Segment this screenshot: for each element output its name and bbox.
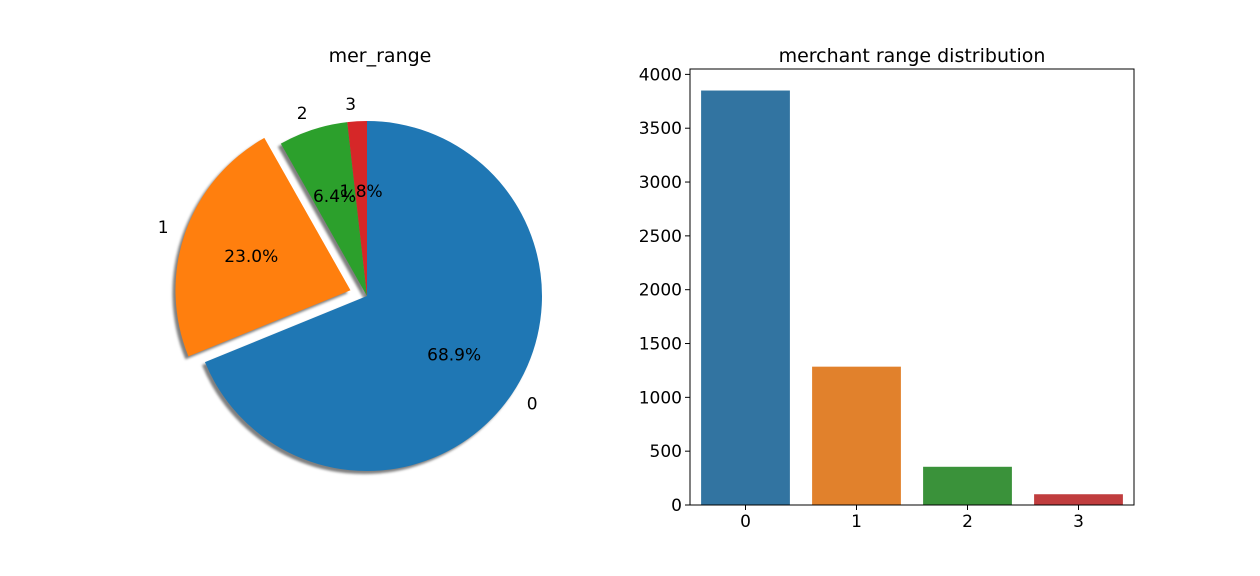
- y-tick-label: 2000: [639, 281, 682, 301]
- pie-chart: mer_range 0 68.9% 1 23.0% 2 6.4% 3 1.8%: [158, 45, 543, 475]
- pie-slice-3: [347, 121, 367, 296]
- y-tick-label: 3500: [639, 119, 682, 139]
- pie-percent-label: 1.8%: [339, 182, 382, 202]
- pie-category-label: 0: [527, 394, 538, 414]
- y-tick-label: 1500: [639, 335, 682, 355]
- plot-frame: [689, 68, 1135, 506]
- pie-slice-2: [280, 122, 367, 297]
- pie-slice-1: [175, 137, 351, 357]
- x-tick-label: 0: [740, 512, 751, 532]
- y-tick-label: 4000: [639, 65, 682, 85]
- bar-series: [701, 90, 1123, 506]
- pie-labels: 0 68.9% 1 23.0% 2 6.4% 3 1.8%: [158, 95, 538, 415]
- pie-slice-0: [204, 121, 543, 472]
- pie-chart-title: mer_range: [329, 45, 432, 67]
- pie-category-label: 1: [158, 218, 169, 238]
- y-tick-label: 500: [650, 442, 682, 462]
- pie-category-label: 2: [297, 104, 308, 124]
- pie-category-label: 3: [345, 95, 356, 115]
- pie-slices: [175, 121, 543, 472]
- bar-3: [1034, 494, 1123, 505]
- x-axis: 0 1 2 3: [740, 505, 1084, 532]
- pie-percent-label: 68.9%: [427, 346, 481, 366]
- x-tick-label: 3: [1073, 512, 1084, 532]
- y-tick-label: 3000: [639, 173, 682, 193]
- y-tick-label: 2500: [639, 227, 682, 247]
- y-tick-label: 1000: [639, 388, 682, 408]
- bar-0: [701, 90, 790, 506]
- bar-chart: merchant range distribution 0 500 1000 1500…: [639, 45, 1135, 532]
- y-tick-label: 0: [671, 496, 682, 516]
- pie-percent-label: 23.0%: [224, 247, 278, 267]
- bar-chart-title: merchant range distribution: [779, 45, 1046, 67]
- y-axis: 0 500 1000 1500 2000 2500 3000 3500 4000: [639, 65, 690, 516]
- x-tick-label: 1: [851, 512, 862, 532]
- x-tick-label: 2: [962, 512, 973, 532]
- bar-1: [812, 366, 901, 505]
- pie-percent-label: 6.4%: [313, 187, 356, 207]
- bar-2: [923, 466, 1012, 505]
